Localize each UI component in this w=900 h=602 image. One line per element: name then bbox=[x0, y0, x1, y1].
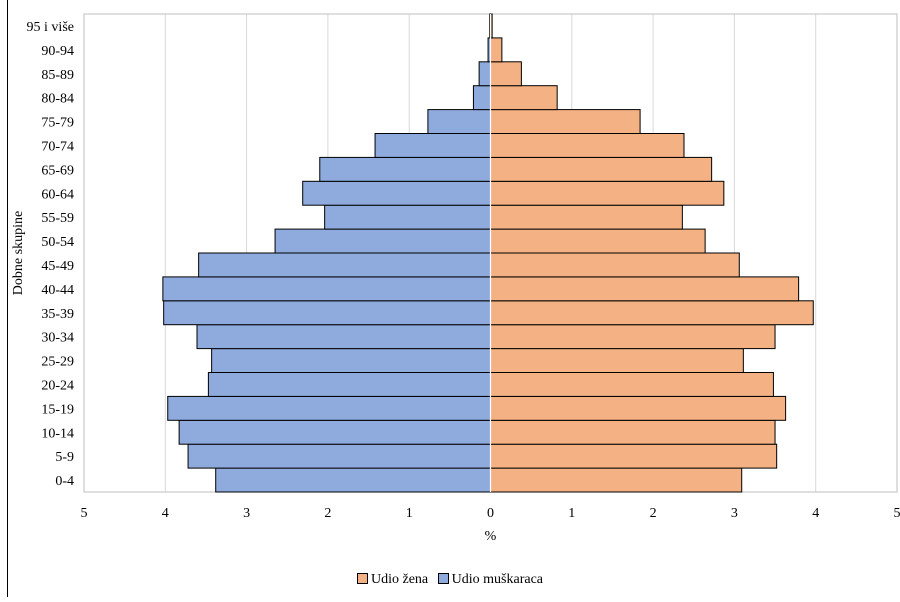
bar-men-65-69 bbox=[320, 157, 491, 181]
y-tick-label: 60-64 bbox=[41, 187, 74, 202]
y-tick-label: 30-34 bbox=[41, 331, 74, 346]
y-tick-label: 80-84 bbox=[41, 92, 74, 107]
bar-women-85-89 bbox=[491, 62, 522, 86]
bar-women-35-39 bbox=[491, 301, 814, 325]
image-left-border bbox=[7, 0, 8, 597]
x-tick-label: 2 bbox=[324, 506, 331, 521]
bar-men-25-29 bbox=[212, 349, 491, 373]
bar-men-5-9 bbox=[188, 444, 490, 468]
y-tick-label: 10-14 bbox=[41, 426, 74, 441]
x-tick-label: 3 bbox=[243, 506, 250, 521]
x-tick-label: 2 bbox=[650, 506, 657, 521]
x-tick-label: 5 bbox=[81, 506, 88, 521]
y-tick-label: 90-94 bbox=[41, 44, 74, 59]
bar-men-20-24 bbox=[208, 373, 490, 397]
x-tick-label: 3 bbox=[731, 506, 738, 521]
y-tick-label: 15-19 bbox=[41, 402, 74, 417]
y-tick-label: 70-74 bbox=[41, 139, 74, 154]
bar-men-85-89 bbox=[479, 62, 490, 86]
legend-item-women: Udio žena bbox=[357, 572, 428, 588]
bar-men-80-84 bbox=[473, 86, 490, 110]
bar-men-75-79 bbox=[428, 110, 491, 134]
bar-women-70-74 bbox=[491, 134, 684, 158]
bar-women-45-49 bbox=[491, 253, 740, 277]
y-tick-label: 35-39 bbox=[41, 307, 74, 322]
legend-item-men: Udio muškaraca bbox=[438, 572, 543, 588]
bar-women-75-79 bbox=[491, 110, 641, 134]
bar-men-60-64 bbox=[303, 181, 491, 205]
y-axis-label: Dobne skupine bbox=[11, 211, 26, 295]
bar-women-5-9 bbox=[491, 444, 777, 468]
y-tick-label: 20-24 bbox=[41, 378, 74, 393]
bar-women-60-64 bbox=[491, 181, 724, 205]
y-tick-label: 5-9 bbox=[55, 450, 74, 465]
x-tick-label: 5 bbox=[894, 506, 900, 521]
bar-women-20-24 bbox=[491, 373, 774, 397]
bar-men-35-39 bbox=[164, 301, 491, 325]
bar-men-55-59 bbox=[325, 205, 491, 229]
y-tick-label: 50-54 bbox=[41, 235, 74, 250]
y-tick-label: 75-79 bbox=[41, 116, 74, 131]
bar-women-80-84 bbox=[491, 86, 558, 110]
y-tick-label: 85-89 bbox=[41, 68, 74, 83]
x-tick-label: 4 bbox=[812, 506, 819, 521]
bar-men-10-14 bbox=[179, 420, 490, 444]
y-tick-label: 40-44 bbox=[41, 283, 74, 298]
legend: Udio žena Udio muškaraca bbox=[0, 572, 900, 588]
bar-men-15-19 bbox=[168, 396, 491, 420]
bar-women-25-29 bbox=[491, 349, 744, 373]
bar-women-50-54 bbox=[491, 229, 706, 253]
bar-women-90-94 bbox=[491, 38, 502, 62]
bar-women-40-44 bbox=[491, 277, 799, 301]
y-tick-label: 65-69 bbox=[41, 163, 74, 178]
bar-men-40-44 bbox=[163, 277, 491, 301]
bar-women-30-34 bbox=[491, 325, 776, 349]
bar-women-10-14 bbox=[491, 420, 776, 444]
legend-label-men: Udio muškaraca bbox=[452, 572, 543, 587]
bar-men-0-4 bbox=[216, 468, 491, 492]
bar-men-30-34 bbox=[197, 325, 490, 349]
bar-men-50-54 bbox=[275, 229, 490, 253]
y-tick-label: 95 i više bbox=[27, 20, 74, 35]
bar-women-0-4 bbox=[491, 468, 742, 492]
y-tick-label: 25-29 bbox=[41, 355, 74, 370]
x-tick-label: 0 bbox=[487, 506, 494, 521]
y-tick-label: 45-49 bbox=[41, 259, 74, 274]
bar-women-65-69 bbox=[491, 157, 712, 181]
y-tick-label: 55-59 bbox=[41, 211, 74, 226]
legend-label-women: Udio žena bbox=[371, 572, 428, 587]
bar-women-15-19 bbox=[491, 396, 786, 420]
bar-women-55-59 bbox=[491, 205, 683, 229]
legend-swatch-men bbox=[438, 573, 449, 584]
x-tick-label: 4 bbox=[162, 506, 169, 521]
x-tick-label: 1 bbox=[568, 506, 575, 521]
legend-swatch-women bbox=[357, 573, 368, 584]
y-tick-label: 0-4 bbox=[55, 474, 74, 489]
x-axis-label: % bbox=[485, 529, 497, 544]
x-tick-label: 1 bbox=[406, 506, 413, 521]
bar-men-70-74 bbox=[375, 134, 490, 158]
bar-men-45-49 bbox=[199, 253, 491, 277]
